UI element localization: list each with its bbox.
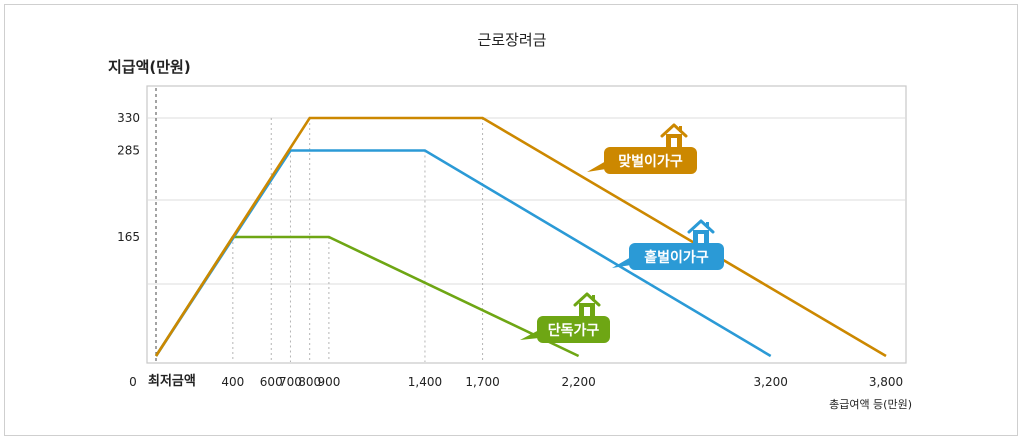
y-tick-label: 285: [117, 143, 140, 157]
y-axis-label: 지급액(만원): [108, 58, 191, 76]
x-tick-label: 600: [260, 375, 283, 389]
badge-box: [604, 147, 697, 174]
plot-area: [146, 85, 907, 364]
origin-label: 0: [129, 375, 137, 389]
badge-label: 단독가구: [548, 322, 600, 339]
house-icon: [660, 123, 688, 147]
badge-box: [629, 243, 724, 270]
y-tick-label: 165: [117, 230, 140, 244]
badge-0: 맞벌이가구: [587, 123, 697, 174]
badge-label: 홑벌이가구: [644, 249, 709, 266]
x-axis-label: 총급여액 등(만원): [829, 398, 912, 411]
badge-pointer: [587, 161, 606, 172]
series-layer: [154, 116, 887, 358]
x-tick-label: 2,200: [561, 375, 595, 389]
grid-layer: [147, 117, 906, 362]
min-wage-label: 최저금액: [148, 374, 196, 389]
house-icon: [687, 219, 715, 243]
badge-pointer: [520, 330, 539, 340]
series-line-0: [154, 116, 887, 358]
badge-box: [537, 316, 610, 343]
x-tick-label: 400: [221, 375, 244, 389]
house-icon: [573, 292, 601, 316]
badge-label: 맞벌이가구: [618, 153, 683, 170]
badge-pointer: [612, 257, 631, 268]
x-tick-label: 800: [298, 375, 321, 389]
x-tick-label: 700: [279, 375, 302, 389]
badge-2: 단독가구: [520, 292, 610, 343]
x-tick-label: 3,200: [754, 375, 788, 389]
y-tick-label: 330: [117, 111, 140, 125]
badge-1: 홑벌이가구: [612, 219, 724, 270]
x-tick-label: 900: [317, 375, 340, 389]
chart-title: 근로장려금: [477, 31, 546, 49]
x-tick-label: 1,700: [465, 375, 499, 389]
y-tick-labels: 165 285 330: [117, 111, 140, 244]
x-tick-label: 1,400: [408, 375, 442, 389]
x-tick-label: 3,800: [869, 375, 903, 389]
